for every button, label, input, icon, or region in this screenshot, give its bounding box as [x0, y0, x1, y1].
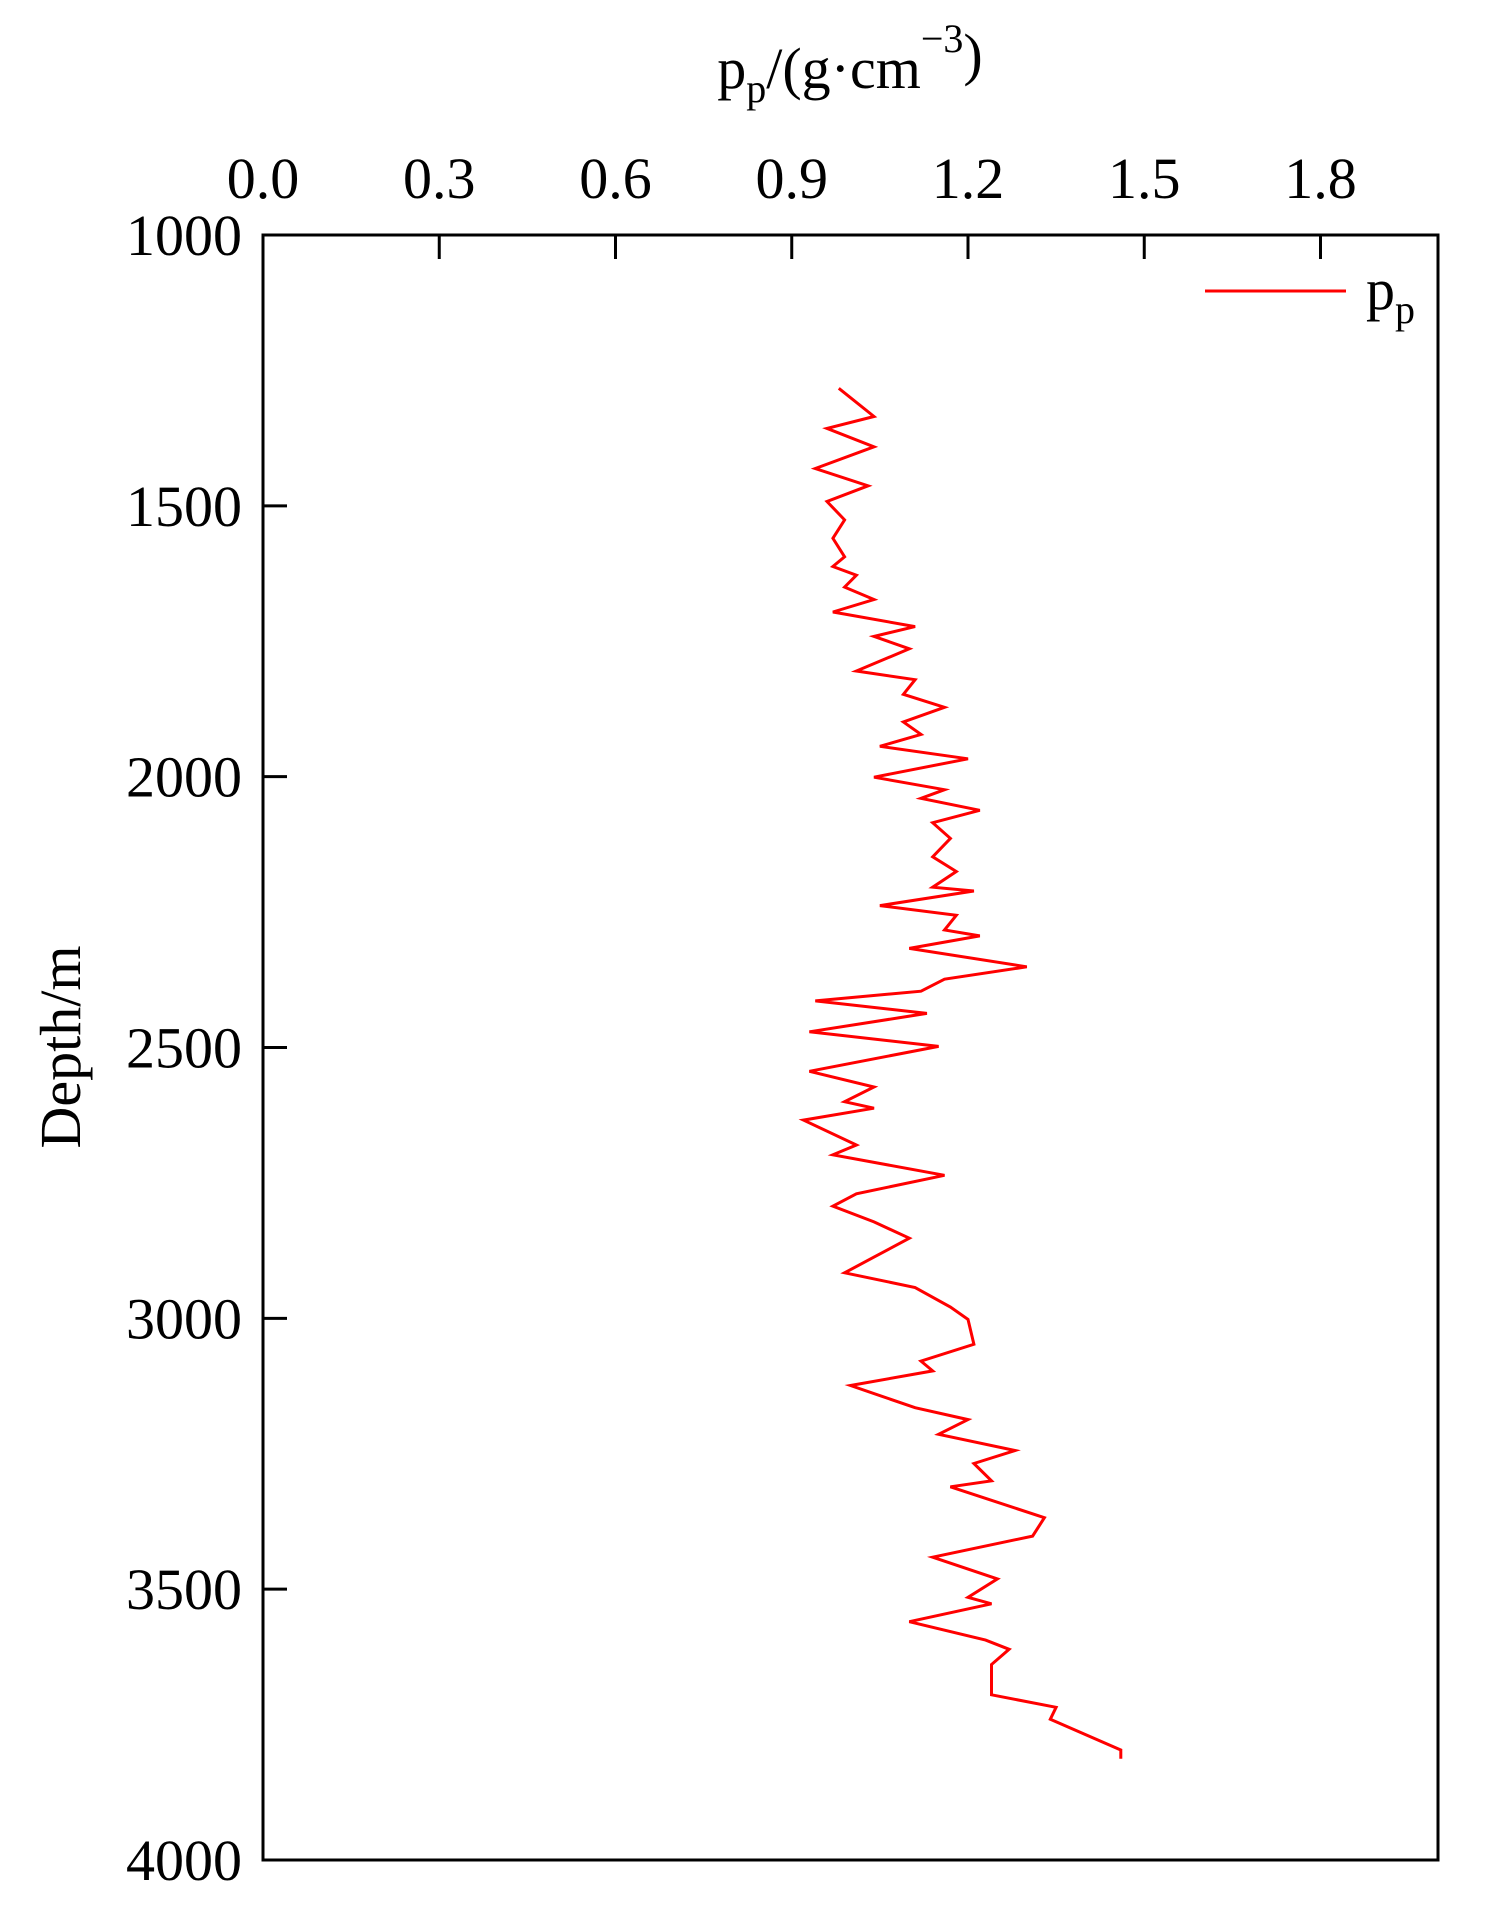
label-part: p [717, 36, 746, 101]
y-axis-label: Depth/m [28, 946, 93, 1149]
x-axis-label: pp/(g·cm−3) [717, 16, 983, 111]
x-tick-label: 1.2 [932, 146, 1005, 211]
legend-label-part: p [1366, 257, 1395, 322]
x-tick-label: 0.3 [403, 146, 476, 211]
y-tick-label: 3500 [126, 1557, 242, 1622]
label-part: ) [963, 22, 982, 87]
x-tick-label: 0.6 [579, 146, 652, 211]
y-tick-label: 4000 [126, 1828, 242, 1893]
legend-label: pp [1366, 257, 1415, 332]
y-tick-label: 2000 [126, 745, 242, 810]
y-tick-label: 1000 [126, 203, 242, 268]
legend-label-part: p [1395, 287, 1415, 332]
y-tick-label: 1500 [126, 474, 242, 539]
x-tick-label: 1.8 [1284, 146, 1357, 211]
y-tick-label: 2500 [126, 1016, 242, 1081]
label-part: /(g·cm [766, 36, 921, 101]
label-part: p [746, 66, 766, 111]
x-tick-label: 0.9 [756, 146, 829, 211]
label-part: −3 [921, 16, 964, 61]
x-tick-label: 1.5 [1108, 146, 1181, 211]
x-tick-label: 0.0 [227, 146, 300, 211]
y-tick-label: 3000 [126, 1286, 242, 1351]
data-line [798, 387, 1123, 1759]
